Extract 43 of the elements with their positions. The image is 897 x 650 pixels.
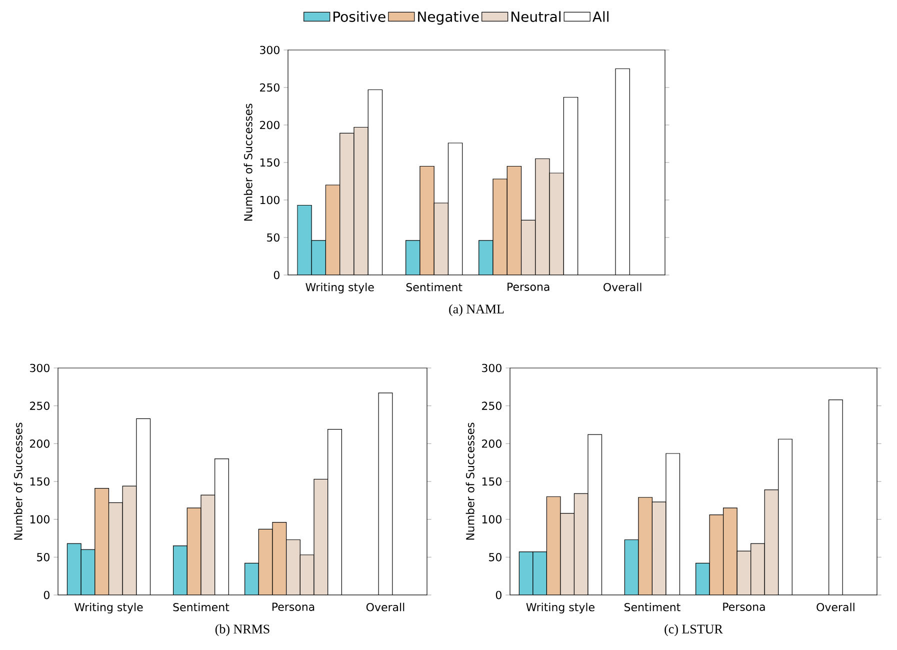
y-axis-title: Number of Successes bbox=[244, 104, 252, 221]
y-tick-label: 200 bbox=[482, 440, 502, 448]
y-tick-label: 250 bbox=[30, 402, 50, 410]
y-tick-label: 0 bbox=[44, 590, 50, 600]
y-axis-title: Number of Successes bbox=[466, 422, 474, 540]
y-tick-label: 100 bbox=[30, 515, 50, 524]
x-tick-label: Overall bbox=[366, 602, 404, 612]
y-tick-label: 0 bbox=[496, 590, 502, 600]
x-tick-label: Persona bbox=[723, 602, 765, 611]
y-tick-label: 100 bbox=[482, 515, 502, 524]
x-tick-label: Sentiment bbox=[173, 602, 230, 612]
x-tick-label: Writing style bbox=[306, 282, 374, 294]
y-tick-label: 300 bbox=[482, 364, 502, 372]
x-tick-label: Persona bbox=[272, 602, 314, 611]
legend-label: Negative bbox=[418, 11, 479, 25]
y-axis-title: Number of Successes bbox=[14, 422, 22, 540]
legend-label: All bbox=[592, 11, 608, 22]
y-tick-label: 300 bbox=[30, 364, 50, 372]
y-tick-label: 0 bbox=[274, 270, 280, 280]
y-tick-label: 150 bbox=[30, 477, 50, 486]
x-tick-label: Writing style bbox=[74, 602, 143, 614]
x-tick-label: Overall bbox=[604, 282, 642, 292]
y-tick-label: 300 bbox=[260, 46, 280, 54]
x-tick-label: Overall bbox=[816, 602, 854, 612]
y-tick-label: 250 bbox=[482, 402, 502, 410]
y-tick-label: 150 bbox=[482, 477, 502, 486]
y-tick-label: 50 bbox=[37, 553, 50, 562]
x-tick-label: Sentiment bbox=[624, 602, 680, 612]
y-tick-label: 200 bbox=[260, 120, 280, 130]
legend-label: Positive bbox=[334, 11, 386, 22]
x-tick-label: Persona bbox=[508, 282, 550, 291]
y-tick-label: 50 bbox=[489, 553, 502, 562]
x-axis-title: (c) LSTUR bbox=[664, 624, 723, 636]
y-tick-label: 100 bbox=[260, 196, 280, 204]
x-axis-title: (a) NAML bbox=[449, 304, 504, 316]
x-tick-label: Sentiment bbox=[406, 282, 462, 292]
y-tick-label: 150 bbox=[260, 158, 280, 167]
x-axis-title: (b) NRMS bbox=[215, 624, 270, 636]
legend-label: Neutral bbox=[512, 11, 560, 22]
y-tick-label: 200 bbox=[30, 440, 50, 448]
x-tick-label: Writing style bbox=[526, 602, 594, 614]
y-tick-label: 50 bbox=[267, 233, 280, 242]
y-tick-label: 250 bbox=[260, 83, 280, 92]
